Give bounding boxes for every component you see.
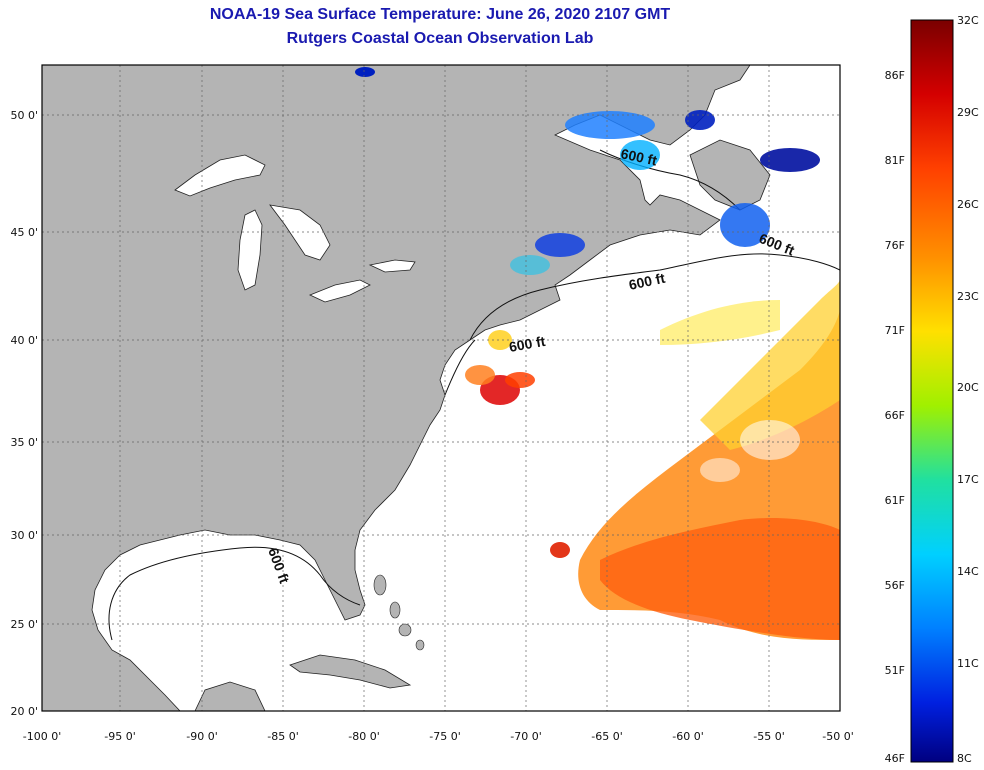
fahrenheit-label: 46F [885,752,905,765]
lat-label: 20 0' [10,705,38,718]
celsius-label: 11C [957,657,979,670]
lat-label: 45 0' [10,226,38,239]
fahrenheit-label: 51F [885,664,905,677]
celsius-label: 26C [957,198,979,211]
contour-label: 600 ft [619,145,658,168]
contour-label: 600 ft [508,333,547,355]
lon-label: -90 0' [186,730,218,743]
lon-label: -70 0' [510,730,542,743]
map-title: NOAA-19 Sea Surface Temperature: June 26… [209,6,671,23]
sst-data-patches [355,67,840,640]
map-gridlines [42,65,840,711]
fahrenheit-label: 61F [885,494,905,507]
north-america-land [42,65,751,711]
latitude-axis: 50 0' 45 0' 40 0' 35 0' 30 0' 25 0' 20 0… [10,109,38,718]
colorbar-scale [910,19,954,763]
lat-label: 50 0' [10,109,38,122]
longitude-axis: -100 0' -95 0' -90 0' -85 0' -80 0' -75 … [23,730,854,743]
lake-erie [308,279,371,303]
lon-label: -55 0' [753,730,785,743]
lat-label: 30 0' [10,529,38,542]
lake-superior [174,154,266,197]
lat-label: 35 0' [10,436,38,449]
lake-huron [269,204,331,261]
depth-contour-600ft [108,149,840,641]
cuba [289,654,412,689]
celsius-label: 32C [957,14,979,27]
celsius-label: 14C [957,565,979,578]
lake-michigan [237,209,263,291]
lake-ontario [368,259,416,273]
lon-label: -50 0' [822,730,854,743]
lon-label: -65 0' [591,730,623,743]
lon-label: -100 0' [23,730,61,743]
bahamas [373,574,425,651]
celsius-label: 20C [957,381,979,394]
fahrenheit-label: 71F [885,324,905,337]
fahrenheit-label: 56F [885,579,905,592]
temperature-colorbar: 32C 29C 26C 23C 20C 17C 14C 11C 8C 86F 8… [885,14,979,765]
contour-label: 600 ft [627,270,666,293]
yucatan [194,681,266,711]
lat-label: 25 0' [10,618,38,631]
lon-label: -95 0' [104,730,136,743]
celsius-label: 8C [957,752,972,765]
lon-label: -75 0' [429,730,461,743]
map-subtitle: Rutgers Coastal Ocean Observation Lab [286,30,594,47]
lon-label: -80 0' [348,730,380,743]
lon-label: -85 0' [267,730,299,743]
fahrenheit-label: 81F [885,154,905,167]
map-frame [41,64,841,712]
celsius-label: 23C [957,290,979,303]
fahrenheit-label: 86F [885,69,905,82]
celsius-label: 29C [957,106,979,119]
celsius-label: 17C [957,473,979,486]
lon-label: -60 0' [672,730,704,743]
newfoundland [689,139,771,211]
lat-label: 40 0' [10,334,38,347]
fahrenheit-label: 76F [885,239,905,252]
fahrenheit-label: 66F [885,409,905,422]
